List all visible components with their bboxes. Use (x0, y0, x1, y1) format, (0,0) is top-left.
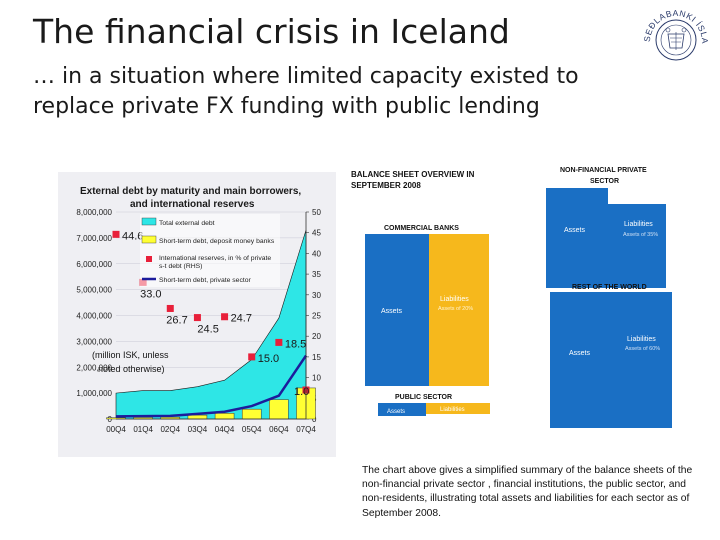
debt-y2-tick-label: 45 (312, 229, 321, 238)
debt-x-tick-label: 02Q4 (160, 425, 180, 434)
debt-y-tick-label: 1,000,000 (76, 389, 112, 398)
subtitle-line-2: replace private FX funding with public l… (33, 94, 540, 119)
debt-y-tick-label: 4,000,000 (76, 312, 112, 321)
debt-y2-tick-label: 40 (312, 249, 321, 258)
public-assets-label: Assets (387, 409, 405, 415)
debt-x-tick-label: 00Q4 (106, 425, 126, 434)
legend-label-reserves-2: s-t debt (RHS) (159, 263, 202, 270)
legend-swatch-banks (141, 235, 157, 244)
slide-subtitle: … in a situation where limited capacity … (33, 62, 579, 122)
sector-label-banks: COMMERCIAL BANKS (384, 225, 459, 232)
debt-y2-tick-label: 35 (312, 270, 321, 279)
sector-label-private-line-1: NON-FINANCIAL PRIVATE (560, 167, 647, 174)
sector-label-public: PUBLIC SECTOR (395, 394, 452, 401)
debt-y-axis-ticks: 0 1,000,000 2,000,000 3,000,000 4,000,000 5,0… (76, 208, 112, 424)
balance-sheet-diagram: BALANCE SHEET OVERVIEW IN SEPTEMBER 2008… (340, 158, 700, 458)
external-debt-chart-svg: External debt by maturity and main borro… (76, 186, 321, 434)
reserves-point-label: 1.0 (294, 386, 309, 398)
debt-legend: Total external debt Short-term debt, dep… (140, 214, 280, 287)
private-assets-label: Assets (564, 227, 586, 234)
debt-y-tick-label: 2,000,000 (76, 363, 112, 372)
debt-y-tick-label: 7,000,000 (76, 234, 112, 243)
banks-bar (214, 413, 235, 420)
debt-x-tick-label: 06Q4 (269, 425, 289, 434)
debt-y-tick-label: 8,000,000 (76, 208, 112, 217)
reserves-point (112, 230, 120, 238)
debt-y-tick-label: 3,000,000 (76, 337, 112, 346)
legend-label-banks: Short-term debt, deposit money banks (159, 238, 275, 245)
row-assets-label: Assets (569, 350, 591, 357)
reserves-point-label: 18.5 (285, 338, 306, 350)
sector-label-rest-of-world: REST OF THE WORLD (572, 284, 647, 291)
debt-y2-tick-label: 15 (312, 353, 321, 362)
legend-label-total: Total external debt (159, 220, 215, 227)
debt-chart-title-line-1: External debt by maturity and main borro… (80, 186, 301, 197)
debt-y2-tick-label: 25 (312, 312, 321, 321)
reserves-point (275, 338, 283, 346)
private-liabilities-block (608, 204, 666, 288)
legend-label-private: Short-term debt, private sector (159, 277, 252, 284)
reserves-point-label: 24.5 (197, 324, 218, 336)
reserves-point-label: 44.6 (122, 230, 143, 242)
reserves-point (248, 353, 256, 361)
debt-y2-tick-label: 20 (312, 332, 321, 341)
row-assets-block (550, 292, 611, 428)
subtitle-line-1: … in a situation where limited capacity … (33, 64, 579, 89)
reserves-point (166, 304, 174, 312)
reserves-point-label: 26.7 (166, 314, 187, 326)
public-liabilities-label: Liabilities (440, 407, 465, 413)
debt-chart-title-line-2: and international reserves (130, 199, 255, 210)
reserves-point (221, 313, 229, 321)
debt-x-tick-label: 07Q4 (296, 425, 316, 434)
reserves-points: 44.6 33.0 26.7 24.5 24.7 15.0 18.5 1.0 (112, 230, 310, 398)
legend-swatch-reserves (146, 256, 152, 262)
balance-title-line-1: BALANCE SHEET OVERVIEW IN (351, 170, 475, 179)
debt-x-tick-label: 04Q4 (215, 425, 235, 434)
legend-label-reserves-1: International reserves, in % of private (159, 255, 271, 262)
private-liabilities-label: Liabilities (624, 221, 653, 228)
legend-swatch-total (141, 217, 157, 226)
debt-x-tick-label: 05Q4 (242, 425, 262, 434)
debt-y2-tick-label: 10 (312, 374, 321, 383)
debt-x-axis-ticks: 00Q4 01Q4 02Q4 03Q4 04Q4 05Q4 06Q4 07Q4 (106, 425, 316, 434)
debt-x-tick-label: 03Q4 (188, 425, 208, 434)
debt-y-tick-label: 0 (108, 415, 113, 424)
row-liabilities-block (611, 292, 672, 428)
chart-caption: The chart above gives a simplified summa… (362, 465, 693, 519)
reserves-point-label: 33.0 (140, 288, 161, 300)
external-debt-chart: External debt by maturity and main borro… (58, 172, 336, 457)
row-liabilities-sub: Assets of 60% (625, 346, 660, 352)
debt-y2-tick-label: 50 (312, 208, 321, 217)
sector-label-private-line-2: SECTOR (590, 178, 619, 185)
slide-title: The financial crisis in Iceland (33, 12, 510, 51)
debt-y-tick-label: 5,000,000 (76, 286, 112, 295)
short-term-debt-private-line (115, 354, 308, 418)
reserves-point (193, 314, 201, 322)
private-assets-block (546, 188, 608, 288)
private-liabilities-sub: Assets of 35% (623, 232, 658, 238)
banks-bar (241, 408, 262, 420)
balance-title-line-2: SEPTEMBER 2008 (351, 181, 421, 190)
banks-liabilities-block (429, 234, 489, 386)
debt-y2-tick-label: 30 (312, 291, 321, 300)
banks-bar (269, 399, 289, 420)
public-liabilities-block (426, 403, 490, 414)
unit-note-line-2: noted otherwise) (98, 364, 165, 374)
public-assets-block (378, 403, 426, 416)
row-liabilities-label: Liabilities (627, 336, 656, 343)
unit-note-line-1: (million ISK, unless (92, 350, 169, 360)
banks-liabilities-label: Liabilities (440, 296, 469, 303)
balance-sheet-diagram-svg: BALANCE SHEET OVERVIEW IN SEPTEMBER 2008… (351, 167, 672, 428)
banks-assets-block (365, 234, 429, 386)
reserves-point-label: 15.0 (258, 353, 279, 365)
banks-bar (187, 414, 208, 420)
central-bank-seal-logo: SEÐLABANKI ÍSLANDS (640, 4, 709, 61)
banks-assets-label: Assets (381, 308, 403, 315)
debt-y-tick-label: 6,000,000 (76, 260, 112, 269)
reserves-point-label: 24.7 (231, 313, 252, 325)
debt-y2-tick-label: 0 (312, 415, 317, 424)
debt-x-tick-label: 01Q4 (133, 425, 153, 434)
banks-liabilities-sub: Assets of 20% (438, 306, 473, 312)
